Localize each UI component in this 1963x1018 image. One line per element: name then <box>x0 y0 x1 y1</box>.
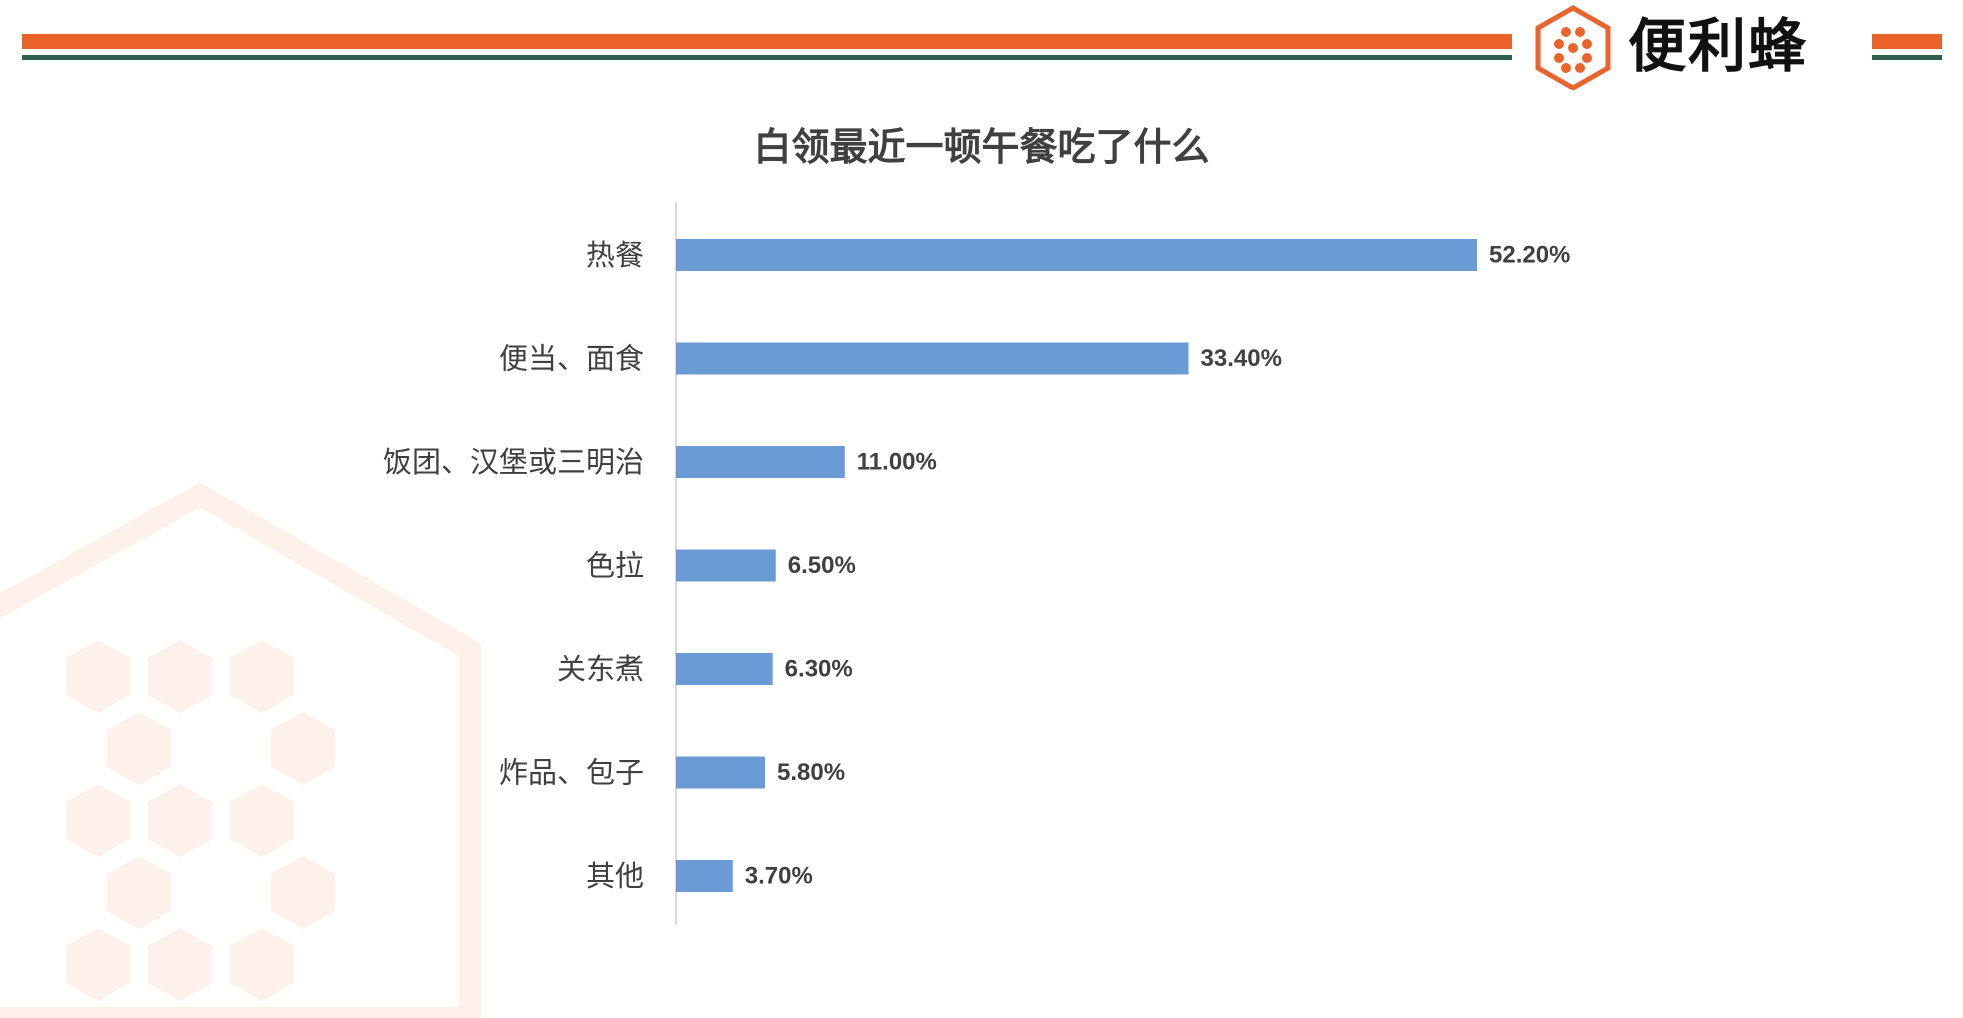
bar-5 <box>676 756 765 789</box>
header-stripe-green <box>22 55 1512 60</box>
category-label-6: 其他 <box>586 859 644 893</box>
category-label-2: 饭团、汉堡或三明治 <box>383 445 644 479</box>
category-label-5: 炸品、包子 <box>499 756 644 790</box>
bar-6 <box>676 860 733 892</box>
data-label-1: 33.40% <box>1201 345 1282 372</box>
category-label-4: 关东煮 <box>557 652 644 686</box>
data-label-3: 6.50% <box>788 552 856 579</box>
bar-1 <box>676 342 1189 375</box>
bar-0 <box>676 239 1477 271</box>
header-stripe-orange-right <box>1872 34 1942 49</box>
category-label-3: 色拉 <box>586 549 644 583</box>
data-label-5: 5.80% <box>777 759 845 786</box>
header-stripe-green-right <box>1872 55 1942 60</box>
brand-name: 便利蜂 <box>1628 12 1809 80</box>
data-label-2: 11.00% <box>857 449 937 476</box>
data-label-0: 52.20% <box>1489 242 1570 269</box>
bar-4 <box>676 653 773 685</box>
chart-title: 白领最近一顿午餐吃了什么 <box>753 125 1210 169</box>
brand-logo: 便利蜂 <box>1530 4 1860 90</box>
bar-3 <box>676 549 776 582</box>
category-label-0: 热餐 <box>586 238 644 272</box>
data-label-4: 6.30% <box>785 656 853 683</box>
bar-2 <box>676 446 845 478</box>
header-stripe-orange <box>22 34 1512 49</box>
category-label-1: 便当、面食 <box>499 342 644 376</box>
data-label-6: 3.70% <box>745 863 813 890</box>
hexagon-honeycomb-icon <box>1535 5 1611 90</box>
